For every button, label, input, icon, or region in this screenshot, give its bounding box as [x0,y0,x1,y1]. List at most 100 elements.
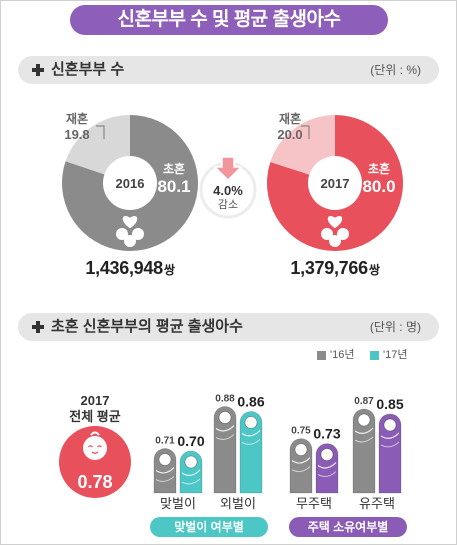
swaddle-line [155,476,175,482]
donut-2016 [61,115,198,252]
value-label-dual-income-2017: 0.70 [177,433,204,449]
swaddled-baby-icon [241,416,261,445]
swaddle-line [155,467,175,474]
legend-swatch-2017 [370,351,379,360]
donut-2016-slice-remarriage [65,115,130,175]
swaddle-line [215,425,235,432]
person-icon [132,228,144,240]
swaddled-baby-icon [380,418,400,448]
donut-2016-remarriage-value: 19.8 [64,127,90,142]
swaddled-baby-icon [155,453,175,482]
overall-average-circle [59,426,131,498]
swaddle-line [354,427,374,435]
overall-average-year: 2017 [80,393,110,408]
couple-family-icon [321,216,349,247]
bar-group-no-home-2016: 0.75 [289,426,313,494]
overall-average-badge [59,426,131,498]
section-header-births: 초혼 신혼부부의 평균 출생아수 (단위 : 명) [18,313,439,341]
change-value: 4.0% [213,183,243,198]
heart-icon [327,216,343,229]
bar-homeowner-2016 [352,408,376,494]
swaddle-line [181,478,201,485]
swaddled-baby-icon [181,455,201,485]
section-heading: 신혼부부 수 [51,61,125,78]
group-label-income-type: 맞벌이 여부별 [150,517,268,537]
couple-family-icon [116,216,144,247]
group-label-home-ownership: 주택 소유여부별 [289,517,407,537]
bar-no-home-2016 [289,438,313,494]
legend-swatch-2016 [317,351,326,360]
baby-face-icon [83,431,107,460]
donut-2017-leader-line [301,125,310,139]
swaddle-line [380,441,400,448]
donut-2016-year: 2016 [115,176,145,191]
change-label: 감소 [217,199,239,211]
donut-2017-first-marriage-value: 80.0 [362,177,396,196]
baby-head [383,418,397,432]
value-label-homeowner-2017: 0.85 [376,396,403,412]
section-unit: (단위 : 명) [369,320,421,334]
swaddled-baby-icon [354,413,374,443]
donut-2016-remarriage-label: 재혼 [65,112,89,126]
count-value: 1,436,948 [85,258,163,278]
donut-2017-slice-first-marriage [267,115,403,251]
baby-head [218,411,232,424]
baby-head [158,453,172,466]
person-icon [124,235,136,247]
couple-count-2017: 1,379,766쌍 [290,259,379,277]
couple-count-2016: 1,436,948쌍 [85,259,174,277]
donut-2017-slice-remarriage [270,115,335,175]
value-label-single-income-2016: 0.88 [215,394,235,405]
change-badge [199,156,257,219]
value-label-no-home-2016: 0.75 [291,426,311,437]
baby-head [184,455,198,469]
section-heading: 초혼 신혼부부의 평균 출생아수 [51,318,243,335]
bar-group-homeowner-2017: 0.85 [376,396,404,494]
count-unit: 쌍 [368,263,380,277]
plus-icon [32,321,44,333]
legend-label-2016: '16년 [330,349,355,361]
baby-head [244,416,258,429]
donut-2017-year: 2017 [320,176,350,191]
swaddled-baby-icon [317,448,337,478]
bar-group-no-home-2017: 0.73 [313,426,341,494]
donut-2017-remarriage-label: 재혼 [278,112,302,126]
swaddle-line [291,466,311,473]
donut-2016-first-marriage-label: 초혼 [162,162,186,176]
bar-group-dual-income-2017: 0.70 [177,433,205,494]
value-label-no-home-2017: 0.73 [313,426,340,442]
swaddled-baby-icon [215,411,235,440]
donut-2017 [267,115,403,251]
bar-group-homeowner-2016: 0.87 [352,396,376,494]
swaddle-line [380,432,400,439]
bar-homeowner-2017 [378,413,402,494]
value-label-single-income-2017: 0.86 [237,393,264,409]
baby-head [320,448,334,462]
swaddle-line [317,462,337,469]
down-arrow-icon [213,156,243,182]
bar-group-dual-income-2016: 0.71 [153,436,177,494]
legend-label-2017: '17년 [383,349,408,361]
section-unit: (단위 : %) [370,63,421,77]
category-label-single-income: 외벌이 [220,496,256,511]
person-icon [337,228,349,240]
value-label-homeowner-2016: 0.87 [354,396,374,407]
count-value: 1,379,766 [290,258,368,278]
swaddle-line [241,430,261,437]
swaddle-line [241,439,261,445]
donut-charts [61,115,403,252]
donut-2016-first-marriage-value: 80.1 [157,177,191,196]
donut-2016-slice-first-marriage [61,115,198,252]
swaddle-line [181,469,201,476]
baby-head [357,413,371,427]
overall-average-value: 0.78 [77,472,113,492]
bar-chart: 0.71 0.70 0.88 0.86 0.75 0.73 0.87 0.85 [153,393,404,494]
person-icon [116,228,128,240]
value-label-dual-income-2016: 0.71 [155,436,175,447]
overall-average-label: 전체 평균 [69,409,121,424]
donut-2016-leader-line [96,125,105,139]
bar-group-single-income-2016: 0.88 [213,394,237,494]
page-title: 신혼부부 수 및 평균 출생아수 [70,5,388,35]
